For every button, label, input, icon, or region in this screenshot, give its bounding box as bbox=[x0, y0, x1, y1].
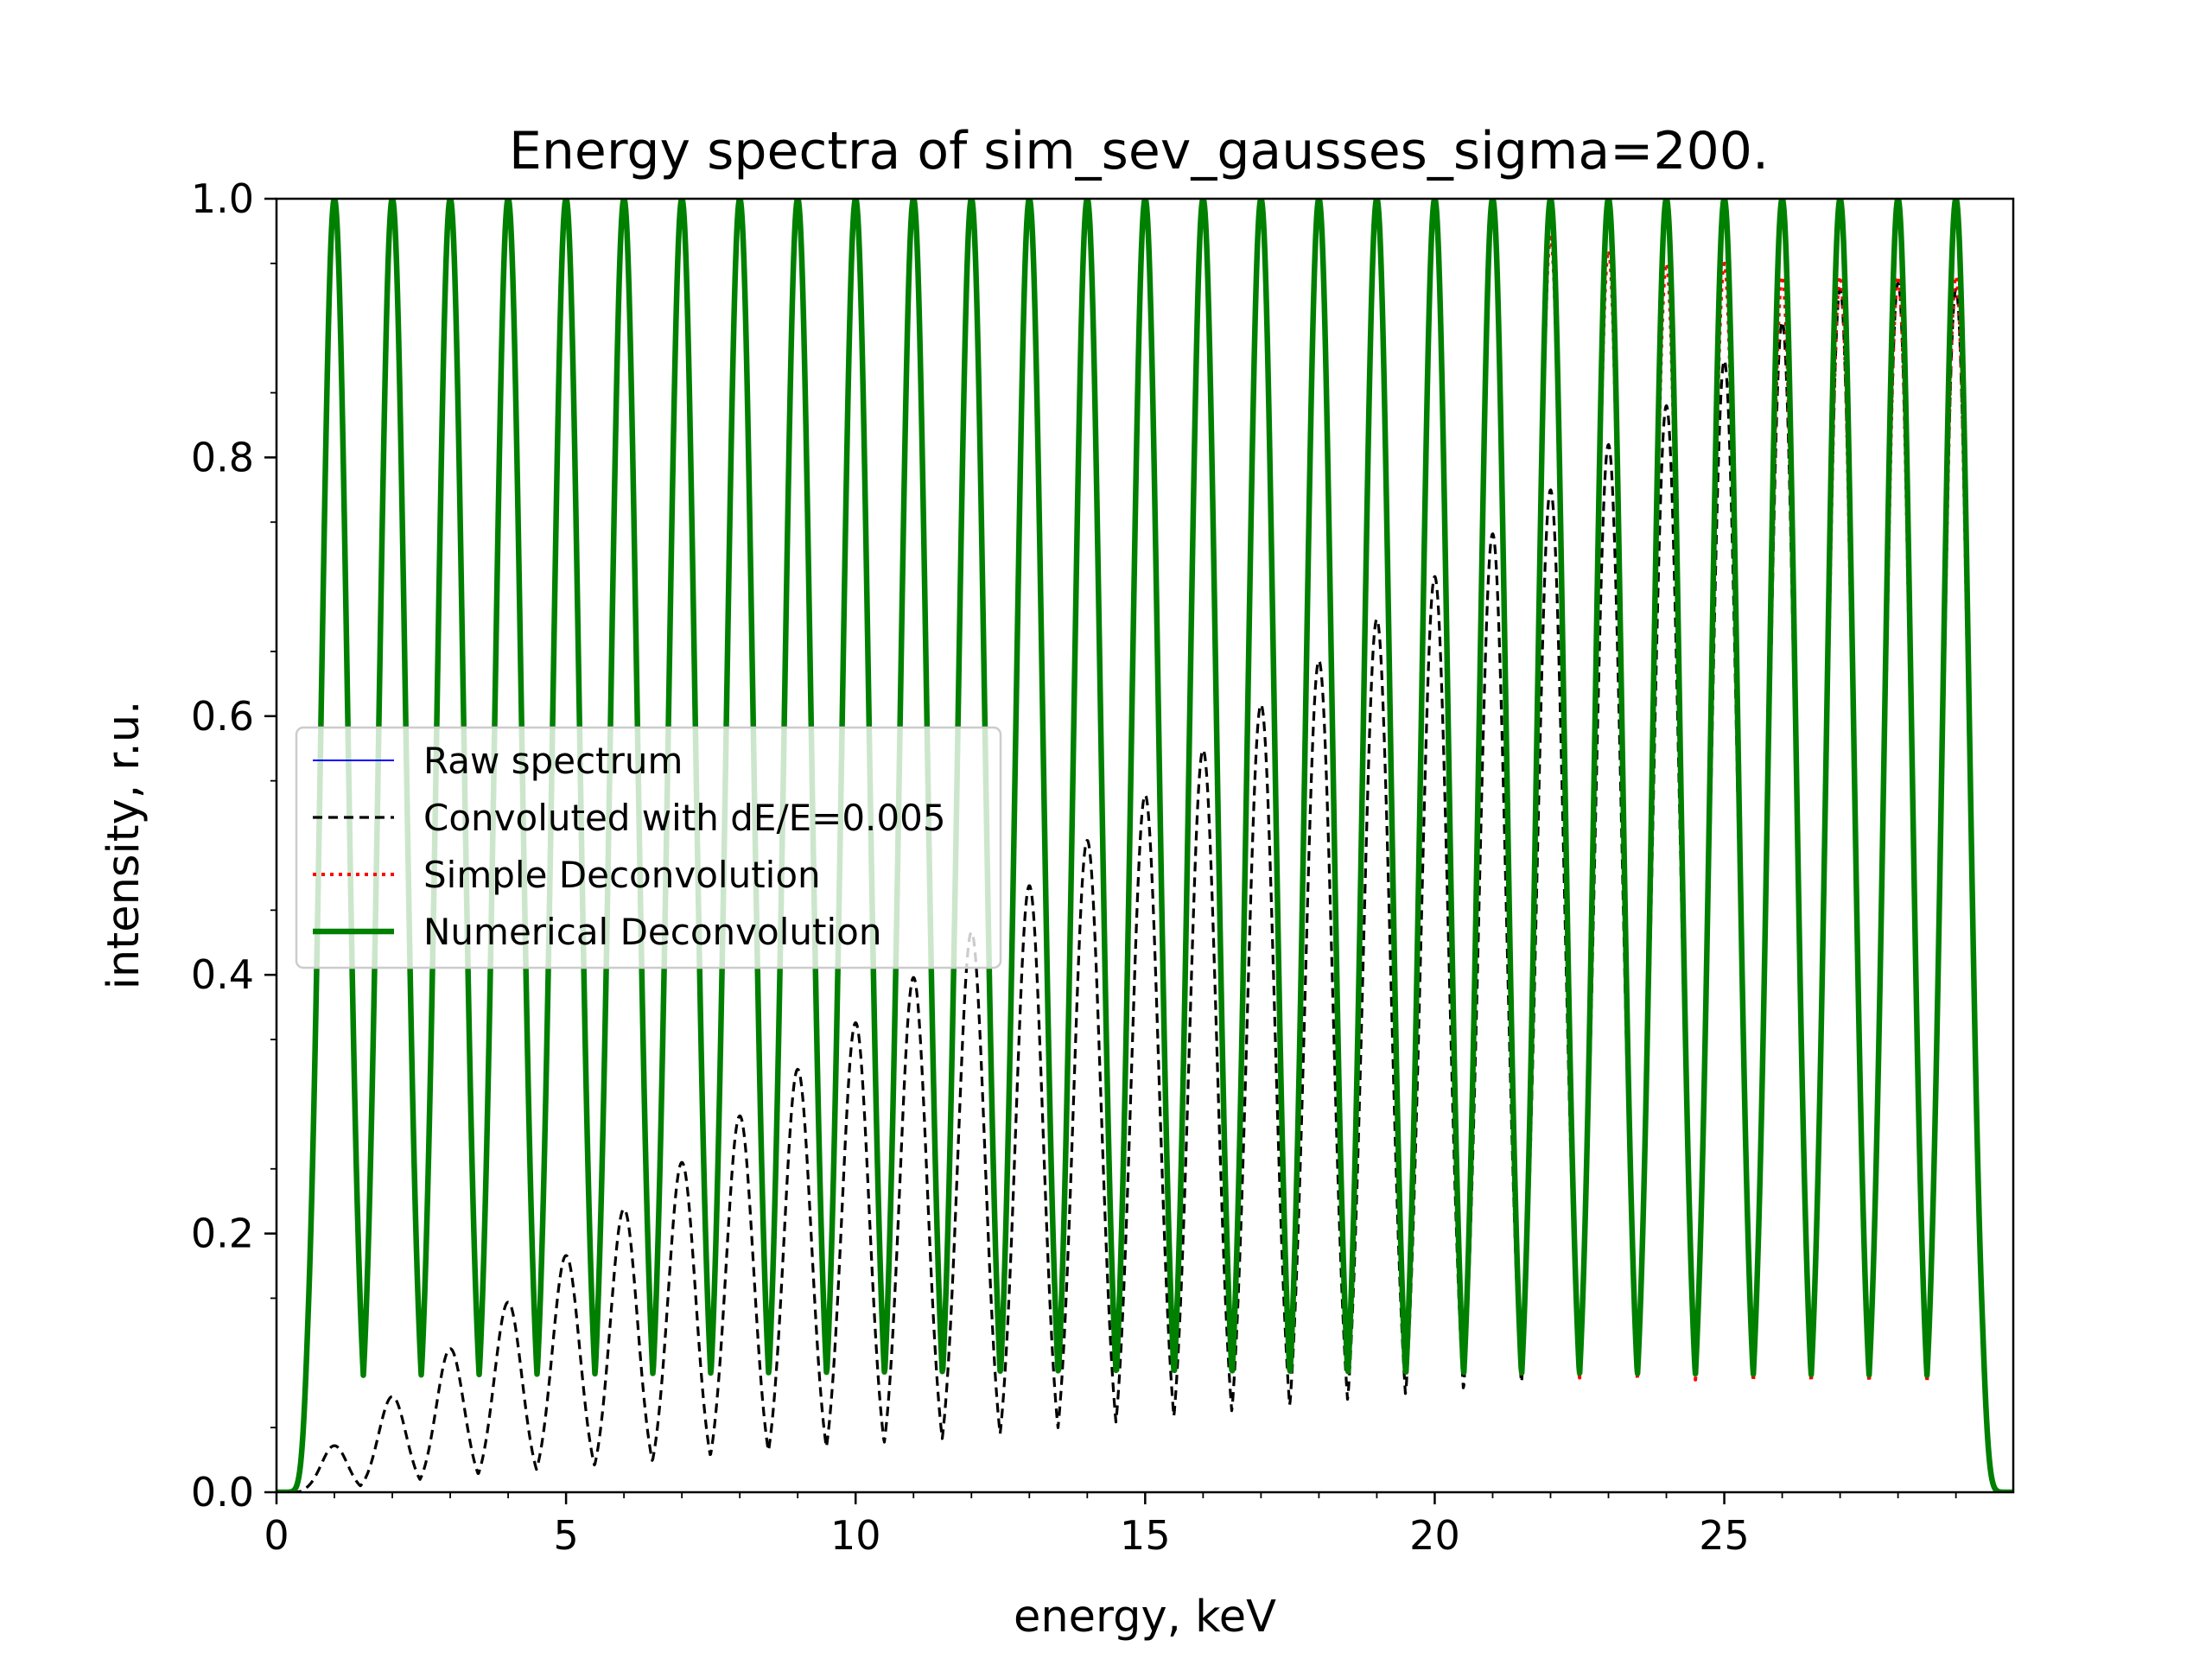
x-tick-label: 10 bbox=[830, 1512, 881, 1559]
y-tick-label: 0.2 bbox=[191, 1211, 254, 1257]
chart-title: Energy spectra of sim_sev_gausses_sigma=… bbox=[509, 121, 1769, 181]
y-axis-label: intensity, r.u. bbox=[99, 701, 149, 990]
legend-entry-label: Raw spectrum bbox=[423, 740, 683, 782]
legend-entry-label: Convoluted with dE/E=0.005 bbox=[423, 797, 946, 839]
legend-entry-label: Numerical Deconvolution bbox=[423, 911, 881, 953]
y-tick-label: 0.6 bbox=[191, 693, 254, 740]
legend-entry-label: Simple Deconvolution bbox=[423, 854, 821, 896]
legend: Raw spectrum Convoluted with dE/E=0.005 Si… bbox=[295, 726, 1002, 969]
y-tick-label: 1.0 bbox=[191, 175, 254, 222]
legend-frame bbox=[295, 726, 1002, 969]
x-axis: 0 5 10 15 20 25 bbox=[264, 1492, 1957, 1559]
y-tick-label: 0.4 bbox=[191, 951, 254, 998]
y-axis: 0.0 0.2 0.4 0.6 0.8 1.0 bbox=[191, 175, 276, 1516]
x-tick-label: 25 bbox=[1699, 1512, 1750, 1559]
y-tick-label: 0.0 bbox=[191, 1469, 254, 1516]
x-tick-label: 5 bbox=[553, 1512, 578, 1559]
series-line-convoluted-with-de-e-0-005 bbox=[276, 281, 2013, 1492]
x-tick-label: 15 bbox=[1120, 1512, 1171, 1559]
x-axis-label: energy, keV bbox=[1014, 1592, 1276, 1643]
x-tick-label: 0 bbox=[264, 1512, 289, 1559]
x-tick-label: 20 bbox=[1409, 1512, 1460, 1559]
y-tick-label: 0.8 bbox=[191, 434, 254, 480]
